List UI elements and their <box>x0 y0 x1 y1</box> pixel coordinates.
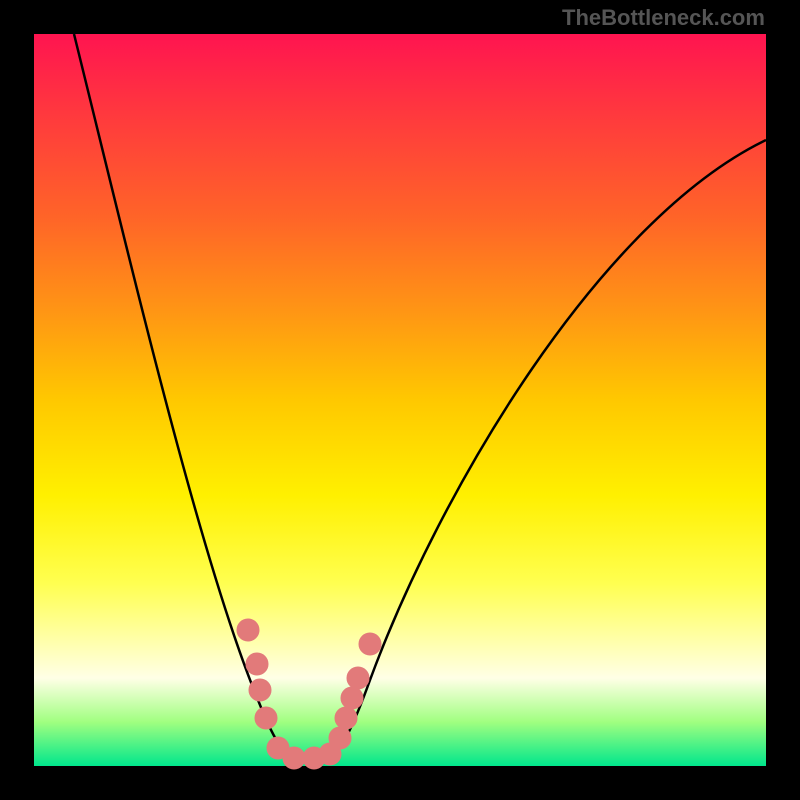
bottleneck-curve <box>74 34 766 758</box>
data-point <box>255 707 277 729</box>
data-point <box>359 633 381 655</box>
data-point <box>283 747 305 769</box>
marker-group <box>237 619 381 769</box>
chart-container: TheBottleneck.com <box>0 0 800 800</box>
data-point <box>335 707 357 729</box>
data-point <box>329 727 351 749</box>
data-point <box>246 653 268 675</box>
data-point <box>341 687 363 709</box>
data-point <box>347 667 369 689</box>
data-point <box>249 679 271 701</box>
curve-overlay <box>0 0 800 800</box>
data-point <box>237 619 259 641</box>
